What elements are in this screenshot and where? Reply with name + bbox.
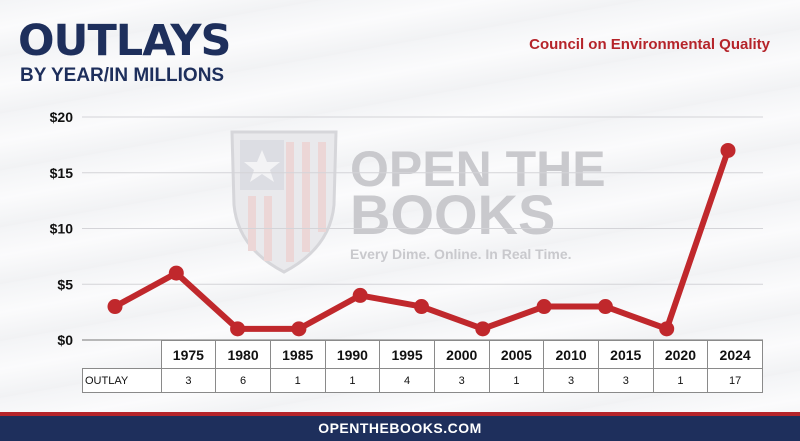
data-label: 1 — [652, 368, 709, 393]
watermark-tagline: Every Dime. Online. In Real Time. — [350, 246, 572, 262]
data-points — [107, 142, 736, 337]
chart-title: OUTLAYS — [18, 16, 231, 66]
x-tick-label: 2020 — [652, 340, 709, 369]
x-tick-label: 2024 — [707, 340, 763, 369]
watermark-line1: OPEN THE — [350, 141, 606, 197]
x-tick-label: 1990 — [324, 340, 381, 369]
x-tick-label: 1985 — [269, 340, 326, 369]
data-label: 4 — [379, 368, 435, 393]
data-point — [597, 299, 613, 315]
y-tick-label: $20 — [50, 109, 74, 125]
data-point — [475, 321, 491, 337]
data-point — [720, 142, 736, 158]
chart-subtitle: BY YEAR/IN MILLIONS — [20, 65, 225, 86]
outlay-row: OUTLAY 3 6 1 1 4 3 1 3 3 1 17 — [82, 368, 763, 393]
x-tick-label: 2000 — [433, 340, 490, 369]
data-label: 3 — [433, 368, 490, 393]
data-point — [659, 321, 675, 337]
x-tick-label: 2010 — [543, 340, 599, 369]
footer-bar: OPENTHEBOOKS.COM — [0, 412, 800, 441]
data-point — [230, 321, 246, 337]
agency-name: Council on Environmental Quality — [529, 36, 770, 53]
data-label: 6 — [215, 368, 271, 393]
y-tick-label: $0 — [57, 332, 73, 348]
data-label: 1 — [488, 368, 545, 393]
data-label: 3 — [160, 368, 217, 393]
x-tick-label: 2015 — [597, 340, 654, 369]
data-label: 3 — [543, 368, 599, 393]
y-tick-label: $5 — [57, 276, 73, 292]
x-tick-label: 2005 — [488, 340, 545, 369]
y-tick-label: $15 — [50, 165, 74, 181]
y-axis: $0 $5 $10 $15 $20 — [50, 109, 74, 348]
data-label: 1 — [324, 368, 381, 393]
shield-logo-icon — [230, 130, 338, 274]
data-label: 17 — [707, 368, 763, 393]
data-point — [107, 299, 123, 315]
data-point — [291, 321, 307, 337]
year-header-row: 1975 1980 1985 1990 1995 2000 2005 2010 2015 2020… — [83, 340, 763, 369]
y-tick-label: $10 — [50, 221, 74, 237]
watermark: OPEN THE BOOKS Every Dime. Online. In Re… — [230, 130, 606, 274]
data-label: 3 — [597, 368, 654, 393]
table-corner — [83, 341, 162, 369]
footer-link[interactable]: OPENTHEBOOKS.COM — [318, 420, 482, 436]
data-point — [536, 299, 552, 315]
x-tick-label: 1980 — [215, 340, 271, 369]
watermark-line2: BOOKS — [350, 183, 555, 246]
x-tick-label: 1995 — [379, 340, 435, 369]
data-label: 1 — [269, 368, 326, 393]
outlay-row-label: OUTLAY — [82, 368, 162, 393]
data-point — [414, 299, 429, 315]
data-point — [168, 265, 184, 281]
data-table: 1975 1980 1985 1990 1995 2000 2005 2010 2015 2020… — [82, 340, 763, 393]
data-point — [352, 287, 368, 303]
x-tick-label: 1975 — [160, 340, 217, 369]
